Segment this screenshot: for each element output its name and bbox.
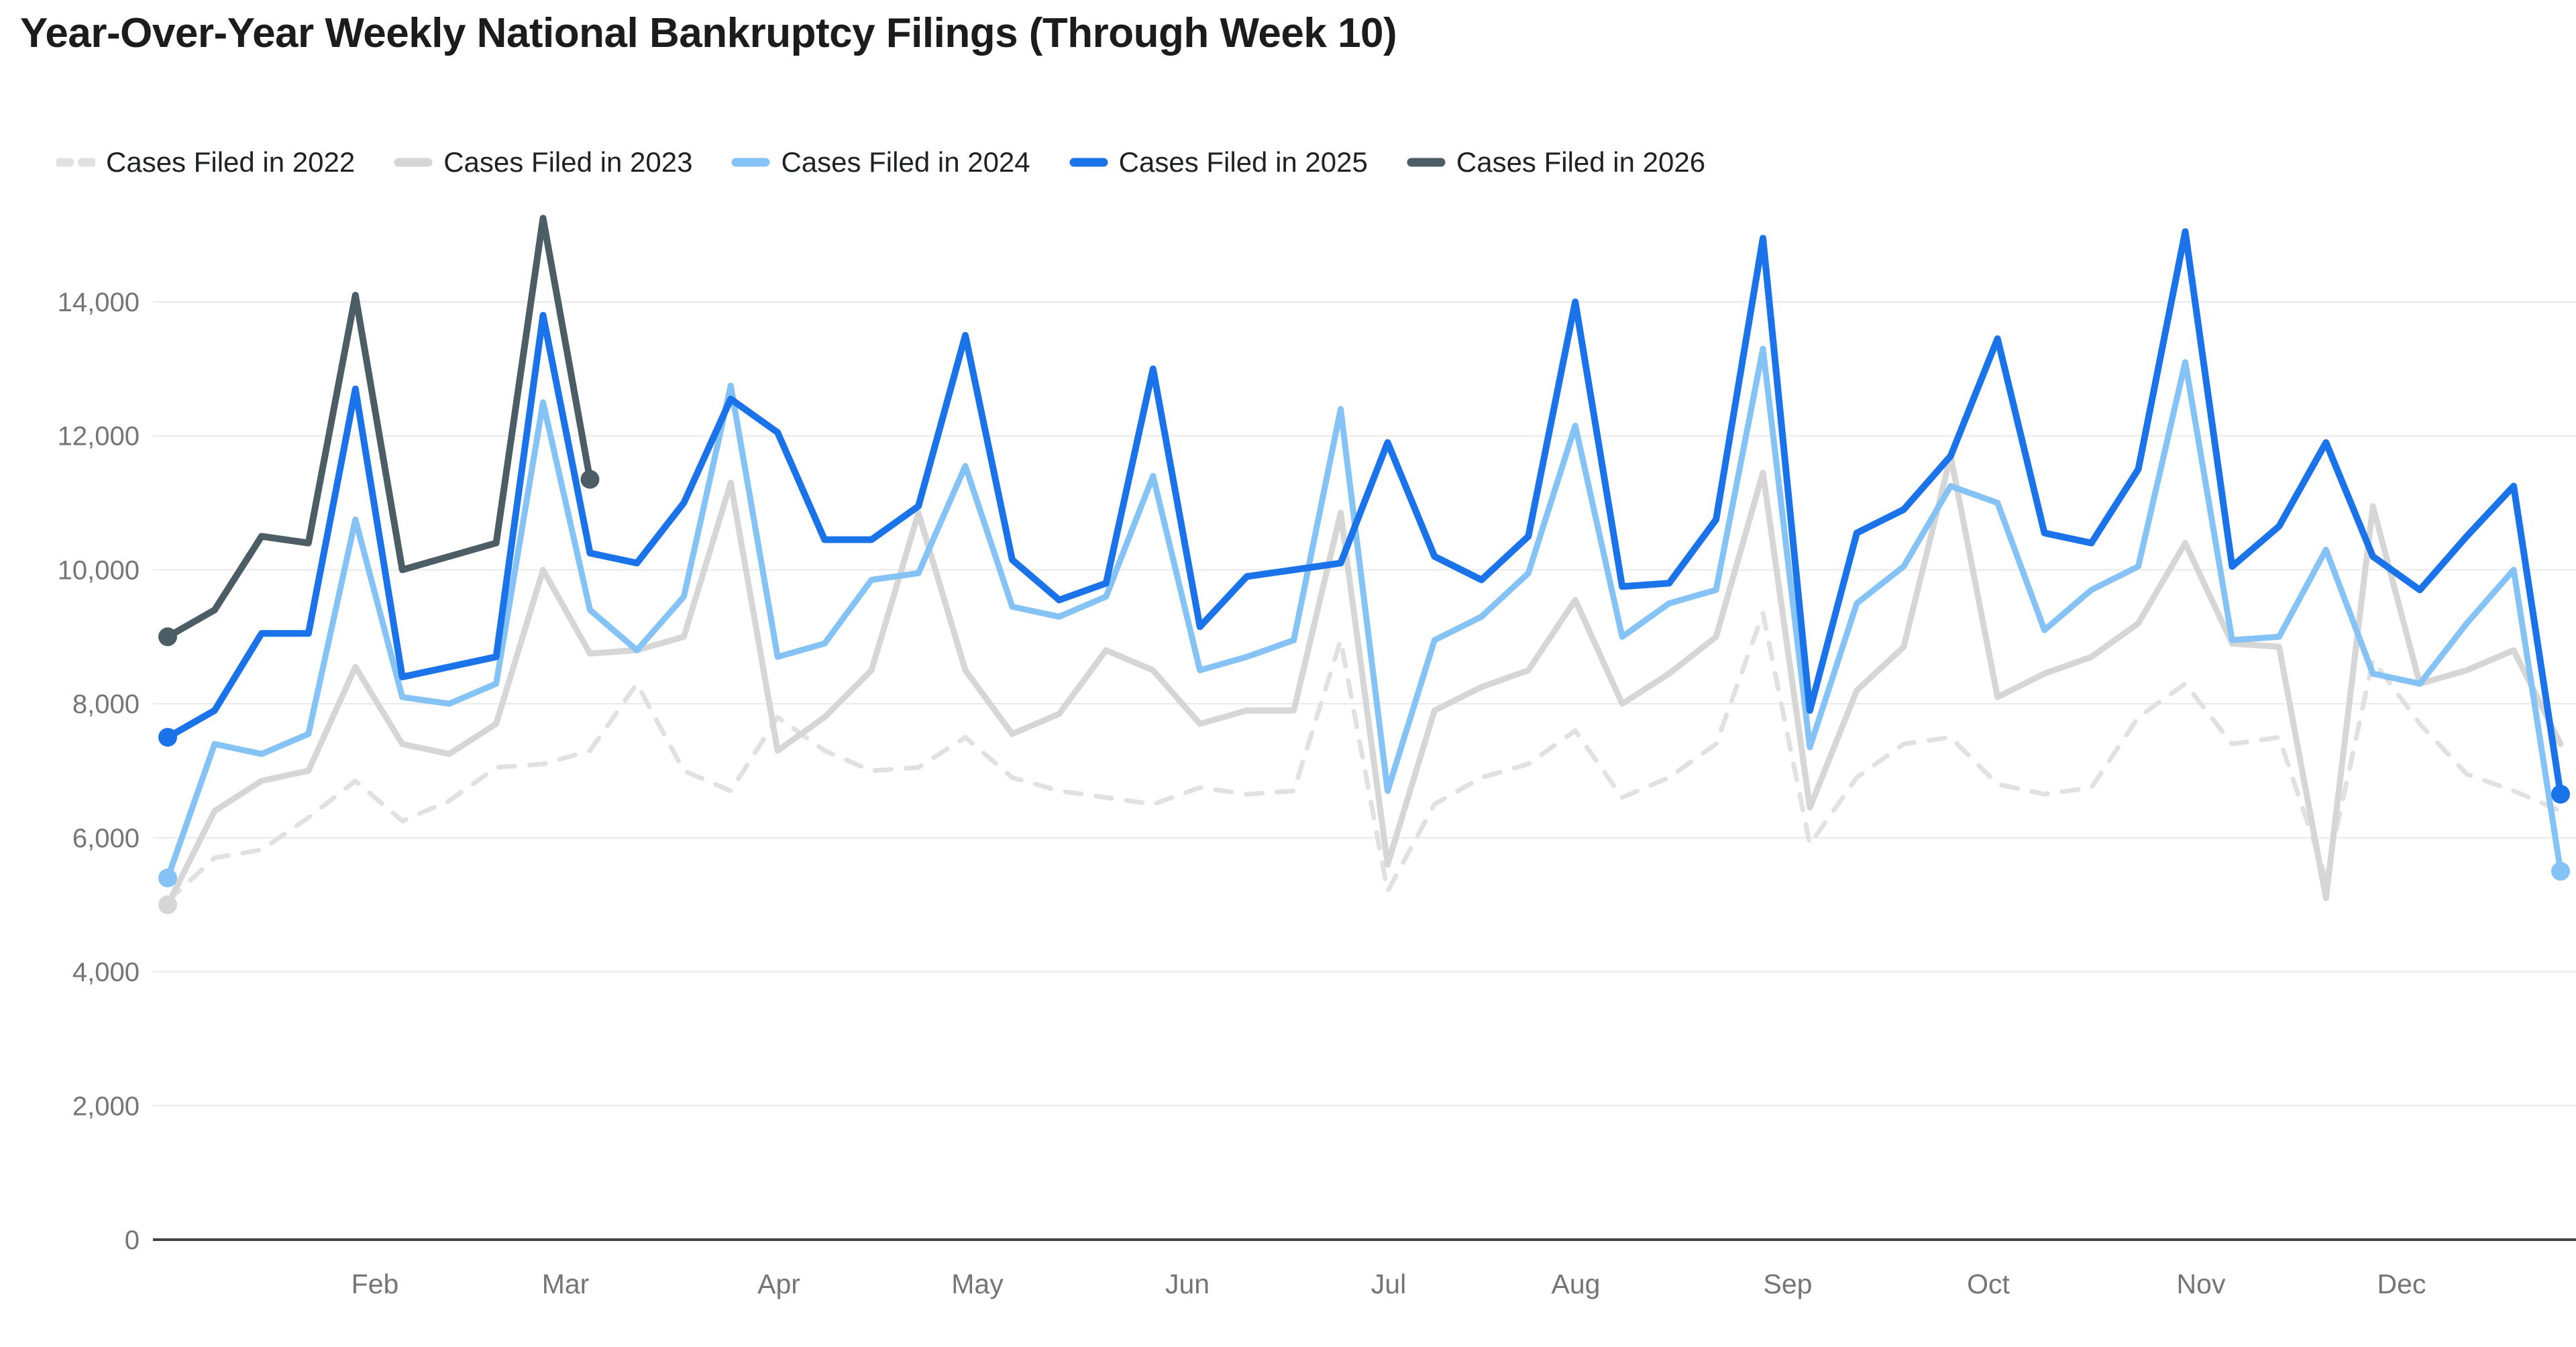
x-axis-month-label: Aug [1552, 1269, 1601, 1299]
legend-label: Cases Filed in 2026 [1456, 146, 1706, 178]
series-line-2023[interactable] [164, 453, 2564, 908]
data-point-end-2025[interactable] [2551, 784, 2570, 804]
legend-swatch-icon [1407, 158, 1446, 167]
series-line-2024[interactable] [164, 345, 2564, 881]
x-axis-month-label: Apr [757, 1269, 800, 1299]
y-axis-tick-label: 12,000 [58, 422, 140, 451]
legend-item-2022[interactable]: Cases Filed in 2022 [56, 146, 355, 178]
x-axis-month-label: Jun [1165, 1269, 1210, 1299]
legend-swatch-icon [731, 158, 770, 167]
y-axis-tick-label: 8,000 [72, 690, 140, 719]
y-axis-tick-label: 0 [125, 1226, 140, 1255]
legend-item-2025[interactable]: Cases Filed in 2025 [1069, 146, 1368, 178]
chart-title: Year-Over-Year Weekly National Bankruptc… [20, 10, 1397, 56]
x-axis-month-label: Nov [2177, 1269, 2226, 1299]
x-axis-month-label: Feb [352, 1269, 399, 1299]
x-axis-month-label: Jul [1371, 1269, 1406, 1299]
y-axis-tick-label: 10,000 [58, 555, 140, 585]
x-axis-month-label: Dec [2377, 1269, 2426, 1299]
x-axis-month-label: May [951, 1269, 1004, 1299]
data-point-end-2026[interactable] [580, 470, 600, 489]
series-line-2026[interactable] [164, 215, 594, 641]
legend-label: Cases Filed in 2023 [443, 146, 693, 178]
y-axis-tick-label: 14,000 [58, 288, 140, 317]
data-point-start-2024[interactable] [158, 868, 177, 887]
chart-legend: Cases Filed in 2022 Cases Filed in 2023 … [56, 146, 1705, 178]
x-axis-month-label: Sep [1764, 1269, 1813, 1299]
y-axis-tick-label: 4,000 [72, 958, 140, 987]
x-axis-month-label: Mar [542, 1269, 590, 1299]
y-axis-tick-label: 6,000 [72, 824, 140, 853]
legend-label: Cases Filed in 2022 [106, 146, 356, 178]
legend-swatch-icon [1069, 158, 1108, 167]
legend-swatch-icon [394, 158, 433, 167]
y-axis-tick-label: 2,000 [72, 1091, 140, 1121]
data-point-start-2023[interactable] [158, 895, 177, 914]
legend-item-2024[interactable]: Cases Filed in 2024 [731, 146, 1030, 178]
data-point-start-2026[interactable] [158, 627, 177, 647]
data-point-end-2024[interactable] [2551, 861, 2570, 881]
legend-label: Cases Filed in 2025 [1118, 146, 1368, 178]
legend-swatch-dashed-icon [56, 158, 95, 167]
series-line-2025[interactable] [164, 228, 2564, 798]
x-axis-month-label: Oct [1967, 1269, 2010, 1299]
legend-item-2023[interactable]: Cases Filed in 2023 [394, 146, 692, 178]
data-point-start-2025[interactable] [158, 728, 177, 747]
legend-label: Cases Filed in 2024 [781, 146, 1030, 178]
legend-item-2026[interactable]: Cases Filed in 2026 [1407, 146, 1705, 178]
series-line-2022[interactable] [165, 610, 2563, 904]
